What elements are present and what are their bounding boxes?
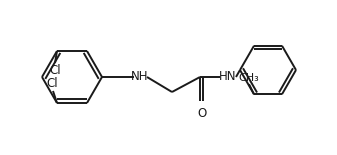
Text: NH: NH [131, 71, 149, 84]
Text: Cl: Cl [49, 64, 61, 77]
Text: Cl: Cl [46, 77, 58, 90]
Text: O: O [197, 107, 206, 120]
Text: HN: HN [219, 71, 237, 84]
Text: CH₃: CH₃ [239, 73, 259, 83]
